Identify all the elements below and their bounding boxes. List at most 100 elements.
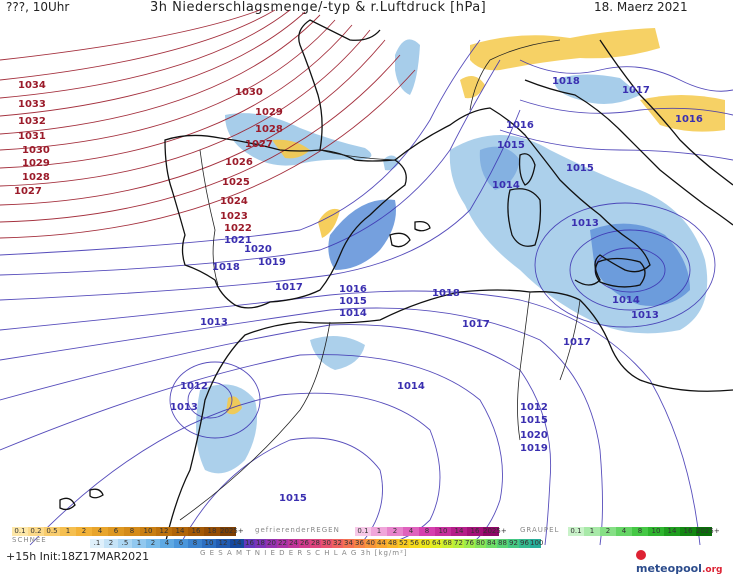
legend-cell: 8: [419, 527, 435, 536]
border-tunisia-libya: [559, 299, 581, 381]
legend-cell: 12: [156, 527, 172, 536]
precip-patch: [590, 223, 690, 306]
legend-cell: 8: [632, 527, 648, 536]
isobar-low-label: 1017: [622, 85, 650, 96]
legend-total-title: G E S A M T N I E D E R S C H L A G 3h […: [200, 549, 408, 557]
precip-patch: [479, 146, 520, 190]
legend-cell: 88: [497, 539, 508, 548]
isobar-low-label: 1018: [552, 76, 580, 87]
legend-cell: 44: [376, 539, 387, 548]
legend-cell: 8: [188, 539, 202, 548]
legend-snow-scale: .1 2.5 1 2 4 6 8 10 12 14: [90, 539, 244, 548]
isobar-low-label: 1012: [180, 381, 208, 392]
coastline-iberia: [164, 134, 407, 309]
legend-cell: 18: [255, 539, 266, 548]
isobar-high-label: 1030: [22, 145, 50, 156]
legend-cell: 36: [354, 539, 365, 548]
rain-patch: [460, 76, 485, 99]
isobar-low-label: 1012: [520, 402, 548, 413]
legend-cell: 1: [60, 527, 76, 536]
rain-patch: [555, 74, 640, 104]
brand-logo[interactable]: meteopool.org: [636, 549, 733, 575]
legend-cell: 80: [475, 539, 486, 548]
isobar-low-label: 1013: [571, 218, 599, 229]
isobar-high-label: 1022: [224, 223, 252, 234]
isobar-high-label: 1024: [220, 196, 248, 207]
legend-cell: 10: [435, 527, 451, 536]
isobar-low-label: 1016: [675, 114, 703, 125]
coastlines: [59, 19, 733, 546]
border-france-italy: [469, 39, 561, 111]
isobar-line: [0, 11, 306, 117]
coastline-sardinia: [507, 188, 542, 247]
isobar-low-label: 1021: [224, 235, 252, 246]
legend-hail-scale: 0.1 1 2 4 8 10 14 16 2025+: [568, 527, 720, 536]
isobar-low-label: 1014: [612, 295, 640, 306]
legend-freezing-title: gefrierenderREGEN: [255, 526, 340, 534]
isobar-line: [0, 290, 701, 546]
isobar-low-label: 1018: [212, 262, 240, 273]
isobar-line: [0, 14, 321, 135]
legend-cell: 56: [409, 539, 420, 548]
legend-rain-scale: 0.1 0.2 0.5 1 2 4 6 8 10 12 14 16 18 2025+: [12, 527, 244, 536]
coastline-balearics: [389, 232, 411, 248]
coastline-africa: [164, 289, 733, 546]
isobar-line: [569, 229, 691, 311]
legend-cell: 68: [442, 539, 453, 548]
isobar-high-label: 1029: [22, 158, 50, 169]
coastline-corsica: [518, 153, 536, 186]
legend-cell: 84: [486, 539, 497, 548]
legend-cell: 4: [92, 527, 108, 536]
border-morocco-algeria: [179, 321, 331, 521]
isobar-low-label: 1017: [275, 282, 303, 293]
legend-cell: 12: [216, 539, 230, 548]
legend-cell: 1: [584, 527, 600, 536]
isobar-low-label: 1013: [200, 317, 228, 328]
isobar-line: [534, 202, 716, 328]
isobar-line: [499, 129, 733, 161]
coastline-canaries: [59, 497, 76, 511]
legend-cell: 30: [321, 539, 332, 548]
legend-cell: 16: [244, 539, 255, 548]
brand-dot-icon: [636, 550, 646, 560]
isobar-line: [0, 324, 552, 546]
legend-cell: 18: [204, 527, 220, 536]
legend-cell: 14: [664, 527, 680, 536]
legend-cell: 1: [132, 539, 146, 548]
coastline-canaries: [89, 488, 104, 499]
forecast-init-time: +15h Init:18Z17MAR2021: [6, 550, 150, 563]
rain-patch: [470, 28, 660, 71]
legend-cell: 32: [332, 539, 343, 548]
legend-cell: 96: [519, 539, 530, 548]
isobar-low-label: 1018: [432, 288, 460, 299]
isobar-line: [519, 59, 733, 92]
isobars-low-pressure: [0, 39, 733, 546]
isobar-high-label: 1031: [18, 131, 46, 142]
legend-cell: 2025+: [220, 527, 244, 536]
coastline-france: [298, 19, 381, 151]
isobar-high-label: 1027: [245, 139, 273, 150]
legend-cell: 2: [387, 527, 403, 536]
legend-cell: 40: [365, 539, 376, 548]
isobar-low-label: 1017: [563, 337, 591, 348]
map-title: 3h Niederschlagsmenge/-typ & r.Luftdruck…: [150, 0, 487, 15]
isobar-low-label: 1015: [520, 415, 548, 426]
legend-total-scale: 16 18 20 22 24 26 28 30 32 34 36 40 44 48 52 56 60 64 68 72…: [244, 539, 543, 548]
legend-hail-title: GRAUPEL: [520, 526, 560, 534]
isobar-line: [0, 39, 386, 206]
legend-cell: 10: [202, 539, 216, 548]
precipitation-layer: [196, 28, 725, 474]
coastline-italy: [524, 79, 733, 226]
isobar-line: [0, 39, 481, 256]
coastline-balkans: [599, 39, 733, 186]
isobar-high-label: 1025: [222, 177, 250, 188]
isobar-line: [0, 19, 336, 151]
legend-cell: 64: [431, 539, 442, 548]
precip-patch: [196, 384, 258, 474]
legend-cell: 10: [648, 527, 664, 536]
border-spain-france: [319, 149, 396, 161]
legend-snow-title: SCHNEE: [12, 536, 47, 544]
brand-tld: .org: [701, 565, 723, 575]
legend-cell: 2: [146, 539, 160, 548]
rain-patch: [226, 396, 242, 415]
